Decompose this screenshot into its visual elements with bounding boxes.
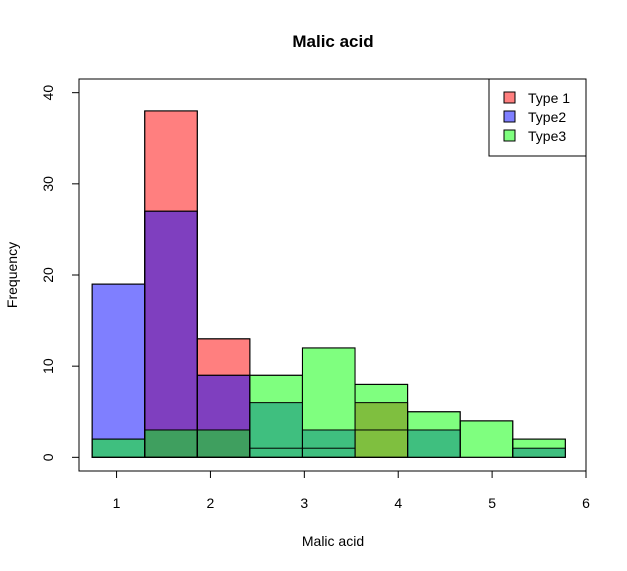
legend-swatch-0 [503, 91, 516, 104]
legend-label-2: Type3 [528, 128, 566, 144]
y-tick-label-0: 0 [40, 453, 56, 461]
x-tick-label-1: 1 [113, 495, 121, 511]
y-tick-label-10: 10 [40, 358, 56, 374]
legend-swatch-2 [503, 129, 516, 142]
bar-type2-0 [91, 283, 146, 458]
legend: Type 1 Type2 Type3 [488, 78, 587, 157]
x-axis: 1 2 3 4 5 6 [113, 470, 590, 511]
legend-swatch-1 [503, 110, 516, 123]
x-tick-label-3: 3 [300, 495, 308, 511]
overlap-areas [91, 110, 566, 458]
x-axis-label: Malic acid [302, 533, 364, 549]
bar-type2-1 [144, 210, 198, 458]
x-tick-label-2: 2 [207, 495, 215, 511]
overlap-area-2 [407, 429, 461, 458]
bar-type3-1 [144, 429, 198, 458]
y-tick-label-20: 20 [40, 267, 56, 283]
bar-outline-type3-8 [512, 438, 566, 458]
x-tick-label-6: 6 [582, 495, 590, 511]
x-tick-label-5: 5 [488, 495, 496, 511]
bar-type3-2 [196, 429, 251, 458]
overlap-area-3 [512, 447, 566, 458]
y-tick-label-40: 40 [40, 85, 56, 101]
overlap-area-4 [301, 429, 356, 458]
histogram-bars [91, 110, 566, 458]
y-tick-label-30: 30 [40, 176, 56, 192]
legend-label-0: Type 1 [528, 90, 570, 106]
y-axis: 0 10 20 30 40 [40, 85, 80, 461]
bar-type3-0 [91, 438, 146, 458]
bar-type3-7 [459, 420, 514, 458]
legend-label-1: Type2 [528, 109, 566, 125]
y-axis-label: Frequency [4, 242, 20, 308]
chart-title: Malic acid [292, 32, 373, 51]
x-tick-label-4: 4 [394, 495, 402, 511]
overlap-area-1 [249, 402, 303, 458]
